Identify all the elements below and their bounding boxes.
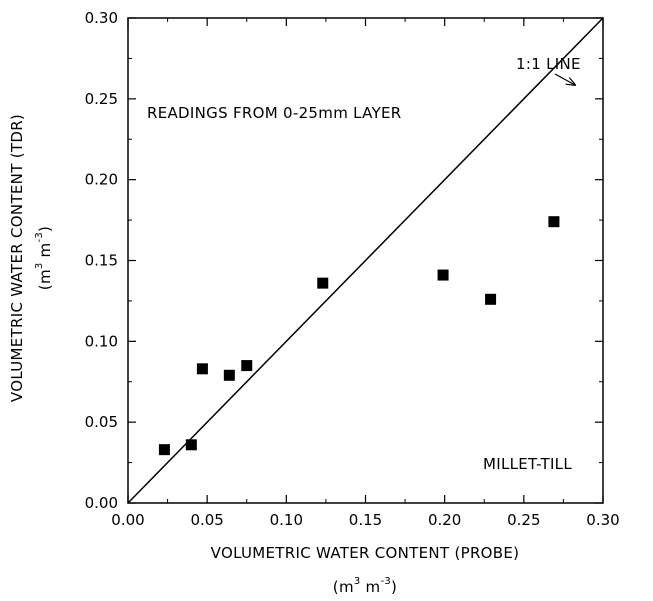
data-point bbox=[317, 277, 329, 289]
one-to-one-line bbox=[127, 17, 604, 504]
data-point bbox=[437, 269, 449, 281]
x-tick-label: 0.25 bbox=[507, 511, 540, 529]
x-tick-label: 0.15 bbox=[349, 511, 382, 529]
readings-annotation: READINGS FROM 0-25mm LAYER bbox=[147, 104, 402, 122]
site-annotation: MILLET-TILL bbox=[483, 455, 572, 473]
data-point bbox=[241, 360, 253, 372]
x-tick-label: 0.05 bbox=[190, 511, 223, 529]
data-point bbox=[185, 439, 197, 451]
y-axis-label: VOLUMETRIC WATER CONTENT (TDR) bbox=[8, 114, 26, 402]
x-axis-unit: (m3 m-3) bbox=[333, 576, 397, 596]
x-axis-ticks: 0.00 0.05 0.10 0.15 0.20 0.25 0.30 bbox=[111, 18, 620, 529]
data-point bbox=[158, 444, 170, 456]
y-tick-label: 0.25 bbox=[85, 90, 118, 108]
x-tick-label: 0.10 bbox=[270, 511, 303, 529]
y-tick-label: 0.05 bbox=[85, 413, 118, 431]
data-points bbox=[158, 216, 560, 456]
y-axis-ticks: 0.00 0.05 0.10 0.15 0.20 0.25 0.30 bbox=[85, 9, 603, 512]
one-to-one-arrow bbox=[554, 73, 575, 85]
y-tick-label: 0.00 bbox=[85, 494, 118, 512]
data-point bbox=[223, 369, 235, 381]
x-tick-label: 0.00 bbox=[111, 511, 144, 529]
data-point bbox=[196, 363, 208, 375]
y-tick-label: 0.15 bbox=[85, 252, 118, 270]
data-point bbox=[485, 293, 497, 305]
data-point bbox=[548, 216, 560, 228]
y-axis-unit: (m3m-3) bbox=[34, 226, 54, 290]
y-tick-label: 0.30 bbox=[85, 9, 118, 27]
x-axis-label: VOLUMETRIC WATER CONTENT (PROBE) bbox=[211, 544, 520, 562]
y-tick-label: 0.10 bbox=[85, 332, 118, 350]
y-tick-label: 0.20 bbox=[85, 171, 118, 189]
x-tick-label: 0.20 bbox=[428, 511, 461, 529]
one-to-one-line-label: 1:1 LINE bbox=[516, 55, 581, 73]
x-tick-label: 0.30 bbox=[586, 511, 619, 529]
